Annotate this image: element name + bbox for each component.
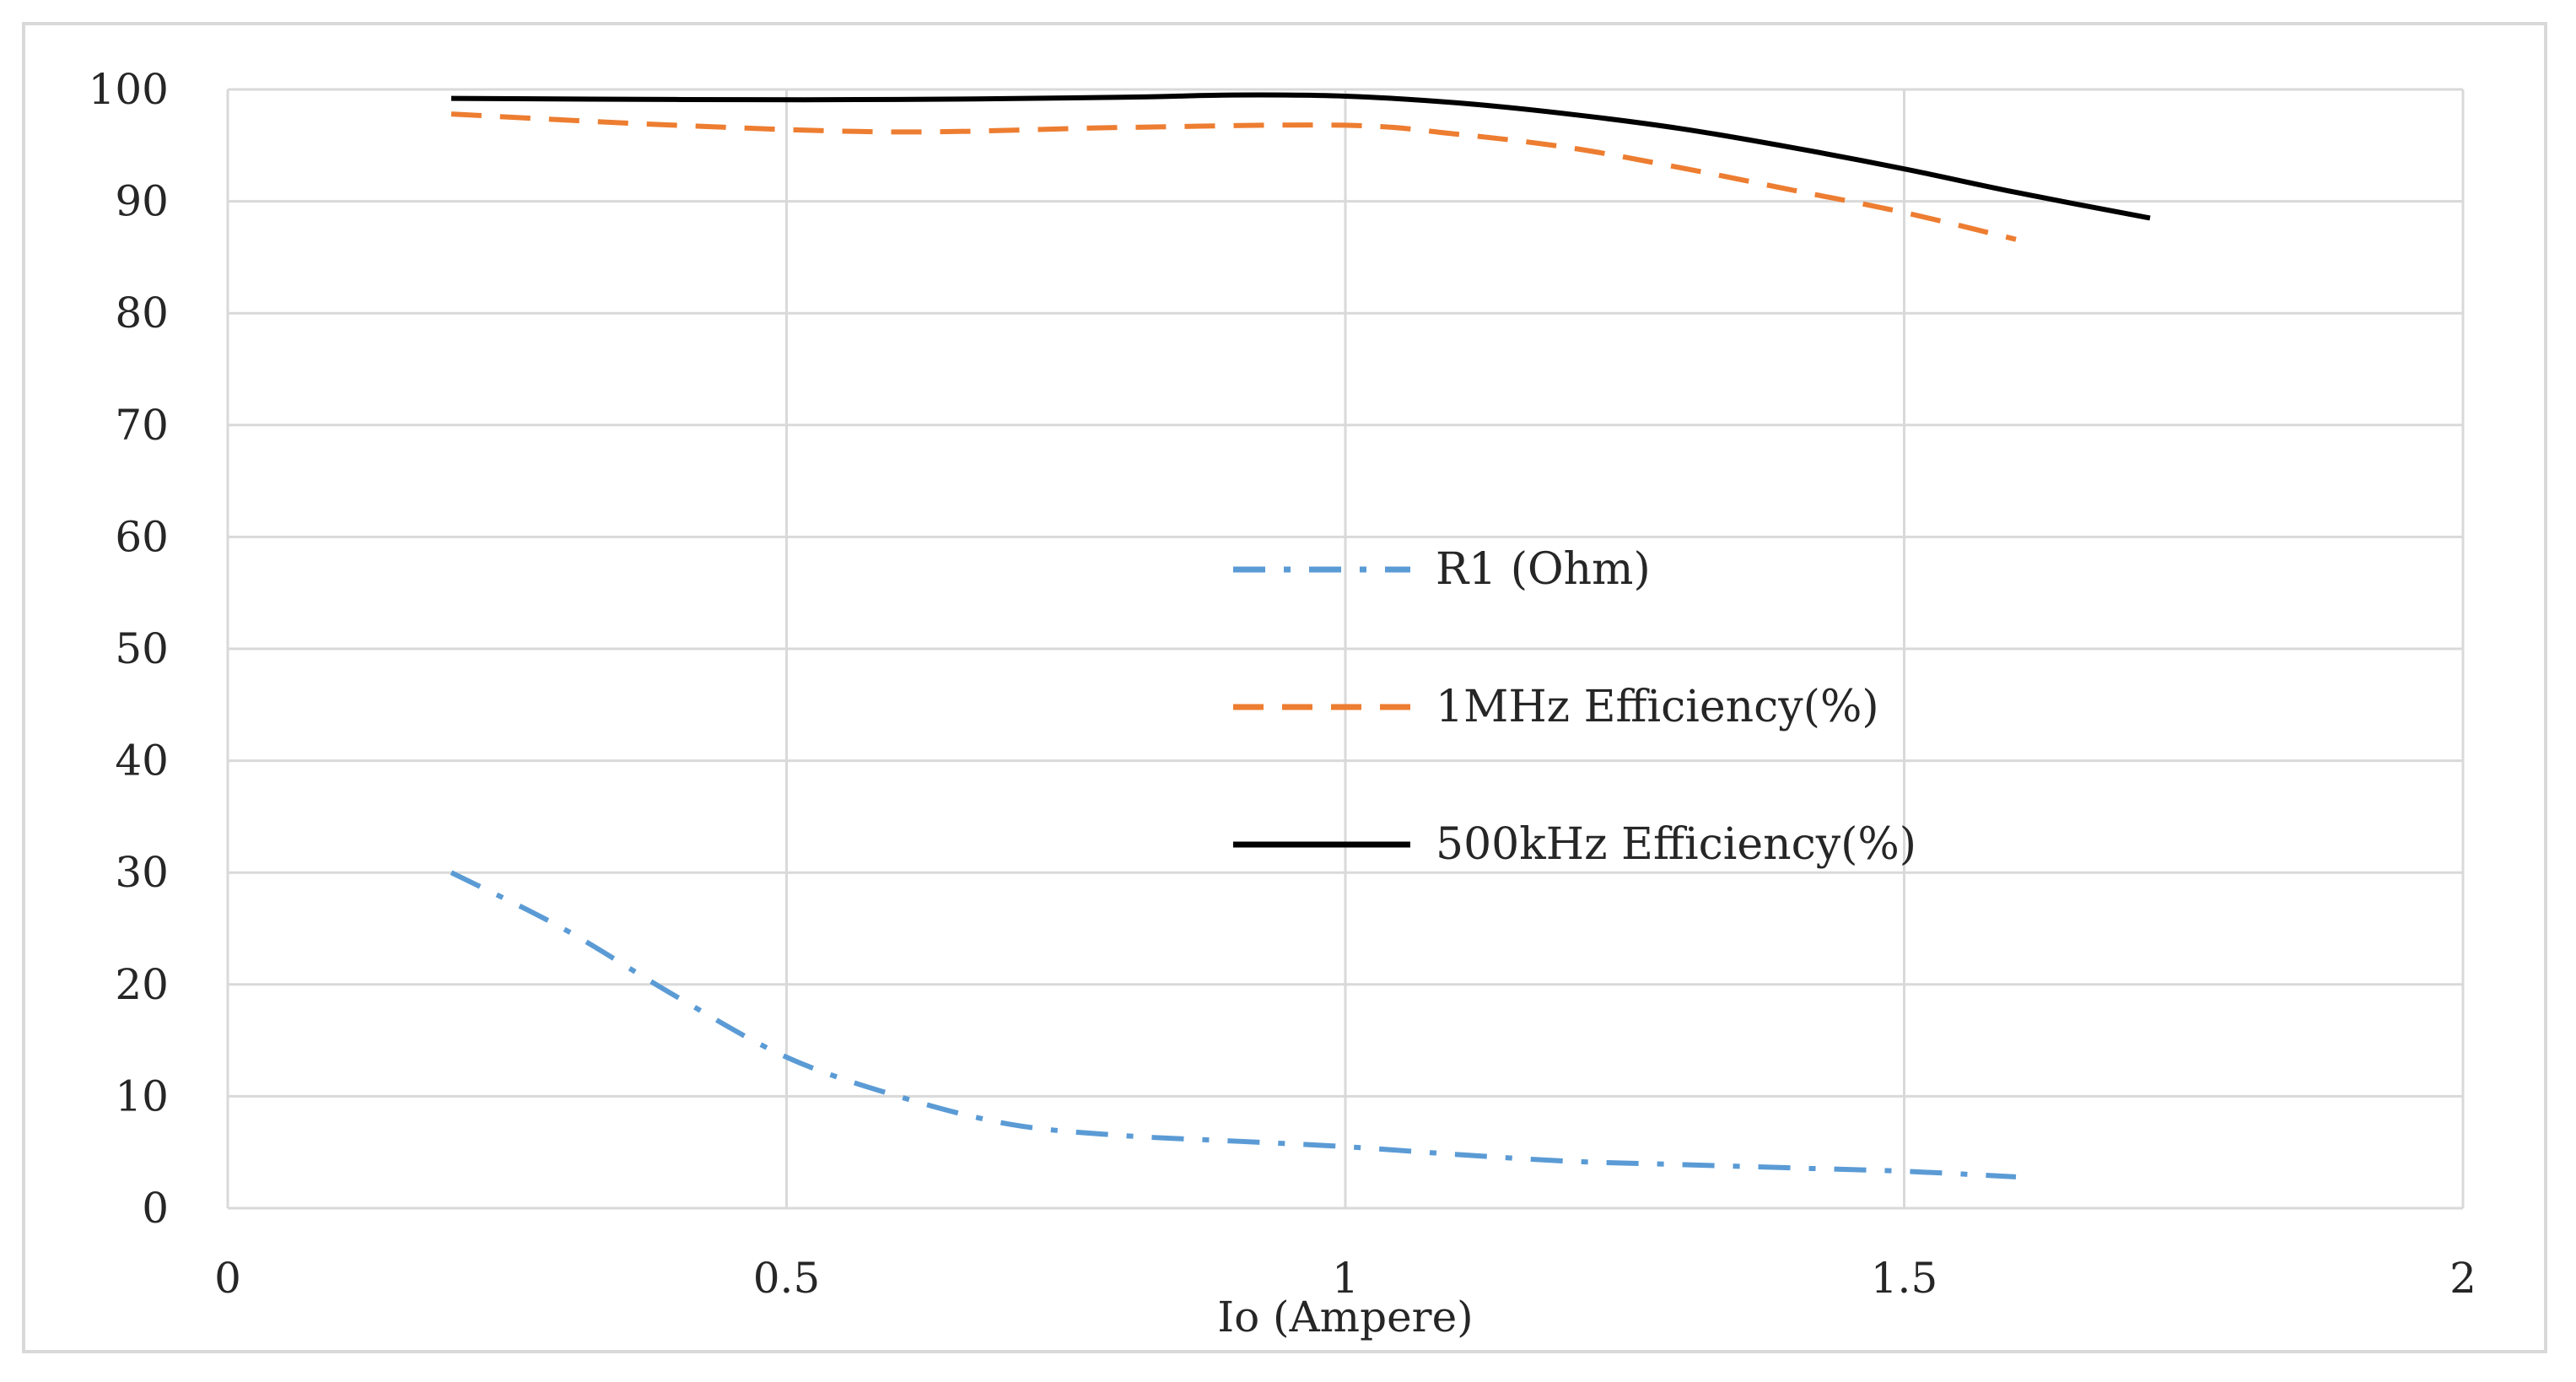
- chart-frame: 0 10 20 30 40 50 60 70 80 90 100 0 0.5 1 1.5 2 R1 (Ohm)…: [22, 22, 2547, 1353]
- y-tick-label: 0: [142, 1184, 169, 1233]
- y-tick-label: 30: [115, 848, 169, 897]
- x-tick-label: 1.5: [1871, 1254, 1938, 1303]
- legend: R1 (Ohm) 1MHz Efficiency(%) 500kHz Efficie…: [1233, 544, 1916, 870]
- x-axis-title: Io (Ampere): [1217, 1293, 1473, 1342]
- x-tick-label: 1: [1332, 1254, 1359, 1303]
- legend-label-1mhz-efficiency: 1MHz Efficiency(%): [1436, 682, 1879, 732]
- grid-layer: [226, 88, 2465, 1210]
- x-tick-label: 0.5: [753, 1254, 821, 1303]
- line-chart: 0 10 20 30 40 50 60 70 80 90 100 0 0.5 1 1.5 2 R1 (Ohm)…: [89, 65, 2476, 1342]
- x-tick-label: 2: [2449, 1254, 2476, 1303]
- legend-label-500khz-efficiency: 500kHz Efficiency(%): [1436, 819, 1916, 870]
- y-tick-label: 60: [115, 512, 169, 561]
- y-tick-label: 100: [89, 65, 169, 114]
- series-line-r1-ohm: [450, 870, 2017, 1180]
- legend-label-r1-ohm: R1 (Ohm): [1436, 544, 1651, 595]
- y-tick-label: 40: [115, 737, 169, 785]
- x-tick-label: 0: [214, 1254, 241, 1303]
- y-tick-label: 90: [115, 177, 169, 226]
- axis-layer: 0 10 20 30 40 50 60 70 80 90 100 0 0.5 1 1.5 2: [89, 65, 2476, 1303]
- series-layer: [450, 92, 2151, 1180]
- y-tick-label: 10: [115, 1072, 169, 1120]
- series-line-500khz-efficiency: [450, 92, 2151, 221]
- series-line-1mhz-efficiency: [450, 111, 2017, 242]
- y-tick-label: 80: [115, 289, 169, 337]
- y-tick-label: 50: [115, 624, 169, 673]
- y-tick-label: 20: [115, 960, 169, 1009]
- y-tick-label: 70: [115, 401, 169, 450]
